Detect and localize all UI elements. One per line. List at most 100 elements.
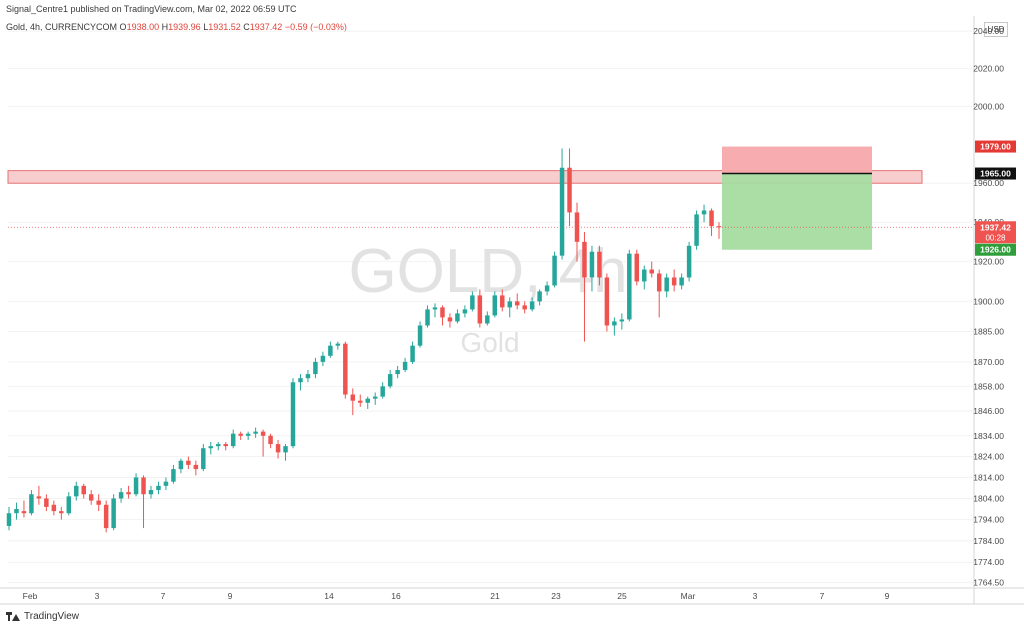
symbol-line: Gold, 4h, CURRENCYCOM [6, 22, 118, 32]
candle [455, 309, 460, 324]
candle [290, 378, 296, 449]
y-tick-label: 2020.00 [973, 64, 1004, 74]
candle [14, 502, 19, 520]
candle [6, 506, 12, 531]
y-tick-label: 2040.00 [973, 26, 1004, 36]
candle [627, 249, 632, 322]
candle [201, 444, 206, 472]
candle [238, 431, 243, 440]
candle [544, 281, 550, 296]
candle [671, 269, 677, 292]
target-price-badge: 1926.00 [975, 243, 1016, 256]
candle [103, 500, 109, 533]
svg-text:1926.00: 1926.00 [980, 245, 1011, 255]
candle [649, 261, 654, 278]
candle [485, 311, 490, 326]
x-tick-label: 9 [885, 591, 890, 601]
candle [118, 487, 124, 503]
candle [320, 351, 326, 366]
candle [178, 458, 184, 474]
candle [709, 208, 714, 236]
candle [567, 148, 572, 227]
candle [245, 431, 251, 440]
candle [679, 273, 684, 290]
grid-lines [8, 30, 974, 584]
y-tick-label: 1834.00 [973, 431, 1004, 441]
x-tick-label: 9 [228, 591, 233, 601]
candle [537, 289, 542, 306]
y-tick-label: 1814.00 [973, 472, 1004, 482]
x-tick-label: 16 [391, 591, 401, 601]
currency-badge[interactable]: USD [984, 22, 1008, 37]
candle [193, 460, 199, 476]
candle [186, 456, 191, 470]
tradingview-logo[interactable]: TradingView [6, 611, 79, 622]
candle [462, 305, 468, 318]
candle [372, 392, 378, 405]
candle [305, 370, 311, 383]
resistance-zone-layer [7, 170, 923, 184]
y-axis-labels: 1764.50 1774.00 1784.00 1794.00 1804.00 1814.… [973, 26, 1004, 587]
candle [694, 210, 699, 250]
x-tick-label: 7 [161, 591, 166, 601]
x-axis-labels: Feb 3 7 9 14 16 21 23 25 Mar 3 7 9 [23, 591, 890, 601]
candle [582, 232, 587, 342]
svg-text:1979.00: 1979.00 [980, 142, 1011, 152]
x-tick-label: 21 [490, 591, 500, 601]
candle [328, 341, 333, 358]
candle [21, 500, 27, 518]
x-tick-label: 3 [753, 591, 758, 601]
y-tick-label: 1846.00 [973, 406, 1004, 416]
candle [163, 477, 169, 491]
x-tick-label: 25 [617, 591, 627, 601]
y-tick-label: 1960.00 [973, 178, 1004, 188]
candle [260, 429, 266, 457]
svg-text:1965.00: 1965.00 [980, 169, 1011, 179]
y-tick-label: 1774.00 [973, 557, 1004, 567]
candle [589, 245, 595, 292]
x-tick-label: Mar [681, 591, 696, 601]
candle [402, 357, 408, 373]
take-profit-area [722, 173, 872, 250]
open-value: 1938.00 [126, 22, 160, 32]
candle [298, 374, 303, 391]
y-tick-label: 1784.00 [973, 536, 1004, 546]
close-value: 1937.42 [249, 22, 283, 32]
candle [417, 321, 423, 348]
open-label: O [119, 22, 127, 32]
candle [335, 341, 341, 350]
candle [171, 464, 176, 484]
candle [275, 439, 281, 459]
low-label: L [203, 22, 209, 32]
candle [283, 444, 288, 461]
resistance-zone [7, 170, 923, 184]
candles-layer [6, 148, 722, 533]
candle [574, 202, 580, 262]
candle [66, 492, 72, 516]
candle [447, 313, 453, 328]
candle [230, 429, 236, 449]
candle [432, 303, 438, 318]
low-value: 1931.52 [208, 22, 241, 32]
candle [500, 289, 505, 312]
tradingview-icon [6, 612, 20, 621]
candle [313, 357, 318, 379]
candle [44, 494, 49, 512]
stop-loss-area [722, 146, 872, 174]
candle [350, 388, 356, 416]
y-tick-label: 1870.00 [973, 357, 1004, 367]
y-tick-label: 1794.00 [973, 515, 1004, 525]
candle [425, 305, 430, 328]
entry-price-badge: 1965.00 [975, 167, 1016, 180]
x-tick-label: 3 [95, 591, 100, 601]
candle [141, 475, 146, 529]
price-change: −0.59 (−0.03%) [284, 22, 347, 32]
candle [701, 204, 707, 223]
candle [380, 382, 385, 399]
watermark-main: GOLD, 4h [348, 237, 627, 306]
candle [223, 441, 228, 451]
candle [88, 490, 94, 505]
